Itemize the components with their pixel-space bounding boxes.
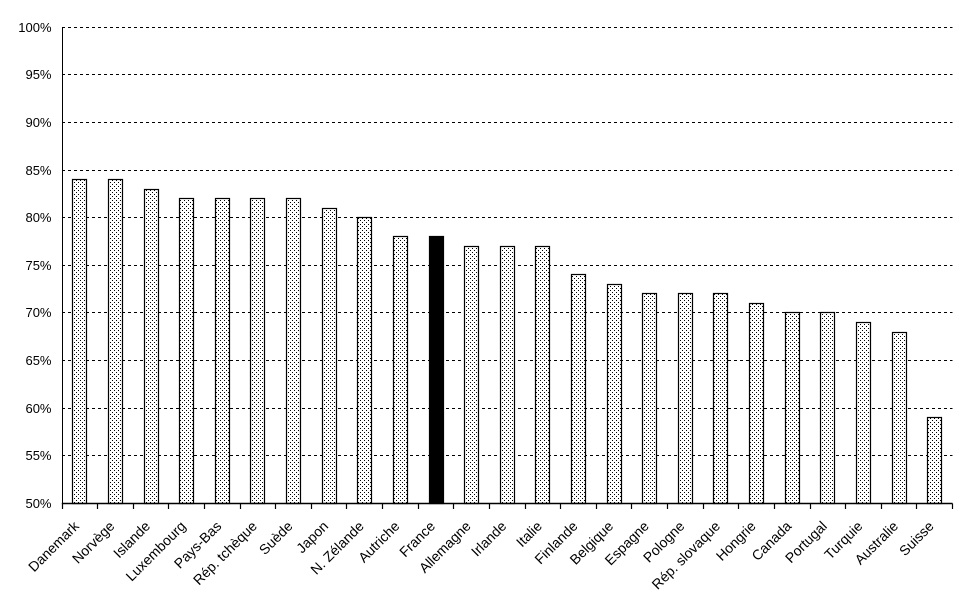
svg-text:60%: 60% xyxy=(25,401,51,416)
svg-text:85%: 85% xyxy=(25,163,51,178)
svg-text:100%: 100% xyxy=(18,20,52,35)
svg-text:50%: 50% xyxy=(25,496,51,511)
svg-text:65%: 65% xyxy=(25,353,51,368)
svg-text:80%: 80% xyxy=(25,210,51,225)
svg-text:90%: 90% xyxy=(25,115,51,130)
svg-text:55%: 55% xyxy=(25,448,51,463)
svg-text:95%: 95% xyxy=(25,67,51,82)
svg-text:70%: 70% xyxy=(25,305,51,320)
svg-text:75%: 75% xyxy=(25,258,51,273)
